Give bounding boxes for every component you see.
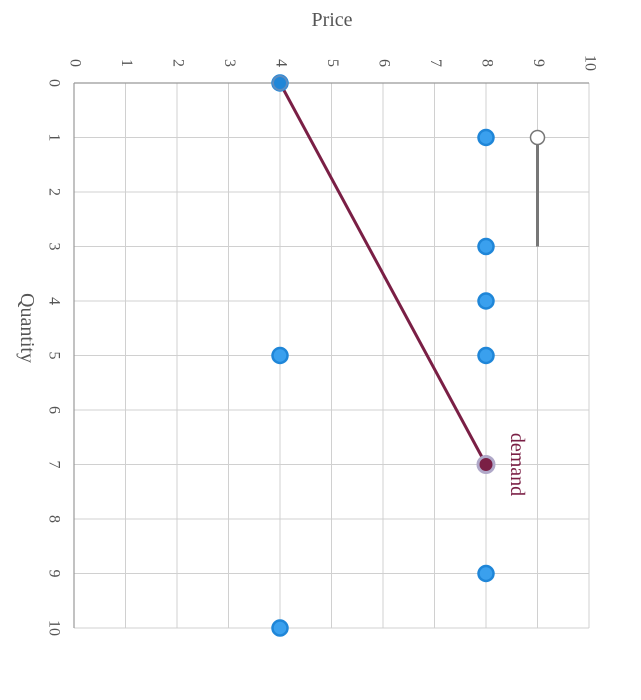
grid-layer [73, 82, 590, 629]
gray-segment-endpoint [529, 129, 546, 146]
price-tick-label: 6 [375, 59, 392, 67]
data-point-7 [477, 564, 495, 583]
quantity-axis-title: Quantity [16, 293, 38, 363]
quantity-tick-label: 3 [45, 243, 62, 251]
price-tick-label: 0 [66, 59, 83, 67]
quantity-tick-label: 1 [45, 134, 62, 142]
quantity-tick-label: 10 [45, 620, 62, 636]
data-point-4 [477, 346, 495, 365]
quantity-tick-label: 0 [45, 79, 62, 87]
data-point-5 [271, 346, 289, 365]
quantity-tick-label: 9 [45, 570, 62, 578]
price-tick-label: 10 [581, 55, 598, 71]
data-point-8 [271, 619, 289, 637]
quantity-tick-label: 4 [45, 297, 62, 305]
quantity-tick-label: 6 [45, 406, 62, 414]
price-tick-label: 3 [221, 59, 238, 67]
quantity-tick-label: 5 [45, 352, 62, 360]
price-tick-label: 4 [272, 59, 289, 67]
data-point-2 [477, 237, 495, 256]
demand-start-point [272, 75, 288, 91]
price-axis-title: Price [311, 9, 352, 31]
price-tick-label: 1 [118, 59, 135, 67]
data-point-3 [477, 292, 495, 310]
data-point-1 [477, 128, 495, 147]
quantity-tick-label: 7 [45, 461, 62, 469]
price-tick-label: 5 [324, 59, 341, 67]
price-tick-label: 8 [478, 59, 495, 67]
price-tick-label: 2 [169, 59, 186, 67]
price-tick-label: 7 [427, 59, 444, 67]
demand-end-point [476, 455, 496, 474]
demand-series-label: demand [506, 433, 528, 496]
point-layer [271, 74, 496, 637]
series-layer [278, 82, 546, 466]
quantity-tick-label: 2 [45, 188, 62, 196]
demand-line [278, 82, 488, 466]
tick-layer: 0 1 2 3 4 5 6 7 8 9 10 0 1 2 3 4 5 6 7 8 9 10 [45, 55, 598, 636]
price-tick-label: 9 [530, 59, 547, 67]
quantity-tick-label: 8 [45, 515, 62, 523]
